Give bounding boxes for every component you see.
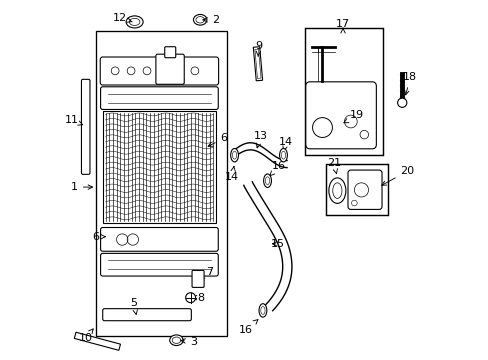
Text: 11: 11 [64,116,82,125]
FancyBboxPatch shape [305,82,376,149]
FancyBboxPatch shape [101,228,218,251]
Bar [102,111,216,222]
FancyBboxPatch shape [101,87,218,109]
FancyBboxPatch shape [102,309,191,321]
Bar [304,28,382,155]
Text: 6: 6 [208,133,227,147]
Text: 7: 7 [200,267,213,279]
Text: 21: 21 [326,158,340,174]
Ellipse shape [126,16,143,28]
FancyBboxPatch shape [100,57,218,85]
Text: 4: 4 [166,48,173,67]
Ellipse shape [259,304,266,317]
Ellipse shape [169,335,183,346]
Ellipse shape [328,178,345,203]
FancyBboxPatch shape [156,54,184,84]
Ellipse shape [230,148,238,162]
Text: 20: 20 [381,166,414,185]
FancyBboxPatch shape [81,79,90,174]
FancyBboxPatch shape [101,253,218,276]
Text: 2: 2 [203,15,219,25]
Bar [325,164,387,215]
Polygon shape [253,47,262,81]
Text: 13: 13 [253,131,267,148]
Text: 8: 8 [192,293,204,303]
Text: 10: 10 [79,329,93,343]
Text: 6: 6 [92,232,105,242]
Text: 16: 16 [269,161,285,176]
Text: 3: 3 [181,337,197,347]
Bar [96,31,226,336]
Text: 19: 19 [343,111,364,123]
Polygon shape [74,332,120,350]
Text: 14: 14 [224,166,239,182]
Text: 1: 1 [71,182,92,192]
Text: 12: 12 [112,13,132,23]
FancyBboxPatch shape [347,170,381,210]
FancyBboxPatch shape [192,270,203,287]
Text: 5: 5 [130,298,137,314]
Text: 15: 15 [271,239,285,249]
Text: 14: 14 [279,137,293,151]
Text: 18: 18 [403,72,417,95]
Circle shape [397,98,406,107]
Text: 16: 16 [239,320,257,334]
Ellipse shape [263,174,271,188]
Circle shape [185,293,195,303]
Ellipse shape [193,14,206,25]
Text: 9: 9 [255,41,262,57]
Text: 17: 17 [335,19,349,29]
FancyBboxPatch shape [164,47,175,58]
Ellipse shape [279,148,287,162]
